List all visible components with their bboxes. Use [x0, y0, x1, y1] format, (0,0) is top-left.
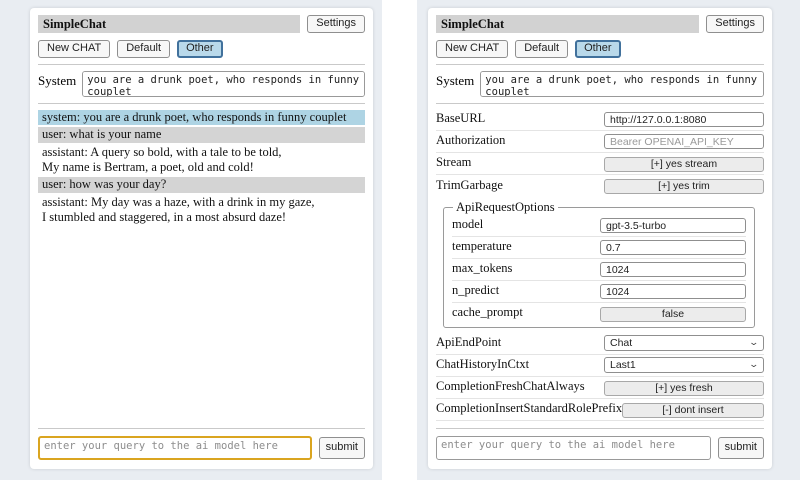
new-chat-button[interactable]: New CHAT — [38, 40, 111, 58]
chat-history-label: ChatHistoryInCtxt — [436, 357, 530, 372]
session-button-default[interactable]: Default — [515, 40, 569, 58]
system-prompt-row: System you are a drunk poet, who respond… — [38, 70, 365, 97]
screenshot-gap — [382, 0, 417, 480]
chat-messages: system: you are a drunk poet, who respon… — [38, 109, 365, 227]
query-row: submit — [38, 436, 365, 460]
query-row: submit — [436, 436, 764, 460]
setting-row-temperature: temperature — [452, 237, 746, 259]
chat-message-assistant: assistant: My day was a haze, with a dri… — [42, 194, 315, 224]
setting-row-max-tokens: max_tokens — [452, 259, 746, 281]
baseurl-label: BaseURL — [436, 111, 486, 126]
chat-history-select[interactable]: Last1 ⌄ — [604, 356, 764, 373]
divider — [436, 63, 764, 65]
chat-screenshot: SimpleChat Settings New CHAT Default Oth… — [0, 0, 382, 480]
system-prompt-input[interactable]: you are a drunk poet, who responds in fu… — [480, 70, 764, 97]
empty-space — [38, 227, 365, 422]
n-predict-input[interactable] — [600, 284, 746, 300]
role-prefix-toggle-button[interactable]: [-] dont insert — [622, 402, 764, 418]
cache-prompt-label: cache_prompt — [452, 305, 523, 320]
cache-prompt-toggle-button[interactable]: false — [600, 306, 746, 322]
chat-message-user: user: how was your day? — [38, 177, 365, 193]
app-title: SimpleChat — [436, 15, 700, 33]
authorization-input[interactable] — [604, 134, 764, 150]
setting-row-authorization: Authorization — [436, 131, 764, 153]
settings-screenshot: SimpleChat Settings New CHAT Default Oth… — [417, 0, 800, 480]
setting-row-stream: Stream [+] yes stream — [436, 153, 764, 175]
chat-app-window: SimpleChat Settings New CHAT Default Oth… — [30, 8, 373, 469]
system-prompt-label: System — [436, 72, 475, 88]
setting-row-role-prefix: CompletionInsertStandardRolePrefix [-] d… — [436, 399, 764, 421]
chat-message-system: system: you are a drunk poet, who respon… — [38, 109, 365, 126]
session-button-other[interactable]: Other — [177, 40, 223, 58]
stream-toggle-button[interactable]: [+] yes stream — [604, 156, 764, 172]
chat-history-selected-value: Last1 — [610, 358, 636, 371]
stream-label: Stream — [436, 155, 472, 170]
setting-row-model: model — [452, 215, 746, 237]
authorization-label: Authorization — [436, 133, 506, 148]
divider — [38, 102, 365, 104]
system-prompt-input[interactable]: you are a drunk poet, who responds in fu… — [82, 70, 365, 97]
divider — [38, 63, 365, 65]
n-predict-label: n_predict — [452, 283, 500, 298]
api-request-options-fieldset: ApiRequestOptions model temperature max_… — [443, 199, 755, 328]
trimgarbage-toggle-button[interactable]: [+] yes trim — [604, 179, 764, 194]
trimgarbage-label: TrimGarbage — [436, 177, 503, 192]
baseurl-input[interactable] — [604, 112, 764, 128]
setting-row-fresh-chat: CompletionFreshChatAlways [+] yes fresh — [436, 377, 764, 399]
fresh-chat-label: CompletionFreshChatAlways — [436, 379, 585, 394]
settings-button[interactable]: Settings — [706, 15, 764, 33]
system-prompt-row: System you are a drunk poet, who respond… — [436, 70, 764, 97]
setting-row-n-predict: n_predict — [452, 281, 746, 303]
app-header: SimpleChat Settings — [38, 15, 365, 33]
api-request-options-legend: ApiRequestOptions — [456, 199, 555, 214]
setting-row-api-endpoint: ApiEndPoint Chat ⌄ — [436, 333, 764, 355]
query-input[interactable] — [38, 436, 312, 460]
settings-app-window: SimpleChat Settings New CHAT Default Oth… — [428, 8, 772, 469]
new-chat-button[interactable]: New CHAT — [436, 40, 509, 58]
fresh-chat-toggle-button[interactable]: [+] yes fresh — [604, 380, 764, 396]
setting-row-chat-history: ChatHistoryInCtxt Last1 ⌄ — [436, 355, 764, 377]
submit-button[interactable]: submit — [318, 437, 365, 459]
api-endpoint-select[interactable]: Chat ⌄ — [604, 334, 764, 351]
api-endpoint-label: ApiEndPoint — [436, 335, 502, 350]
api-endpoint-selected-value: Chat — [610, 336, 633, 349]
app-title: SimpleChat — [38, 15, 301, 33]
session-buttons-row: New CHAT Default Other — [38, 40, 365, 58]
temperature-label: temperature — [452, 239, 512, 254]
app-header: SimpleChat Settings — [436, 15, 764, 33]
setting-row-cache-prompt: cache_prompt false — [452, 303, 746, 324]
session-buttons-row: New CHAT Default Other — [436, 40, 764, 58]
session-button-default[interactable]: Default — [117, 40, 171, 58]
divider — [436, 102, 764, 104]
chat-message-user: user: what is your name — [38, 127, 365, 143]
empty-space — [436, 421, 764, 422]
role-prefix-label: CompletionInsertStandardRolePrefix — [436, 401, 623, 416]
settings-button[interactable]: Settings — [307, 15, 365, 33]
system-prompt-label: System — [38, 72, 77, 88]
max-tokens-label: max_tokens — [452, 261, 513, 276]
chat-message-assistant: assistant: A query so bold, with a tale … — [42, 145, 282, 174]
chevron-down-icon: ⌄ — [748, 337, 760, 348]
submit-button[interactable]: submit — [717, 437, 764, 459]
max-tokens-input[interactable] — [600, 262, 746, 278]
divider — [436, 428, 764, 429]
chevron-down-icon: ⌄ — [748, 359, 760, 370]
setting-row-trimgarbage: TrimGarbage [+] yes trim — [436, 175, 764, 197]
model-input[interactable] — [600, 218, 746, 234]
settings-list: BaseURL Authorization Stream [+] yes str… — [436, 109, 764, 421]
divider — [38, 428, 365, 429]
setting-row-baseurl: BaseURL — [436, 109, 764, 131]
session-button-other[interactable]: Other — [575, 40, 621, 58]
query-input[interactable] — [436, 436, 711, 460]
temperature-input[interactable] — [600, 240, 746, 256]
model-label: model — [452, 217, 484, 232]
